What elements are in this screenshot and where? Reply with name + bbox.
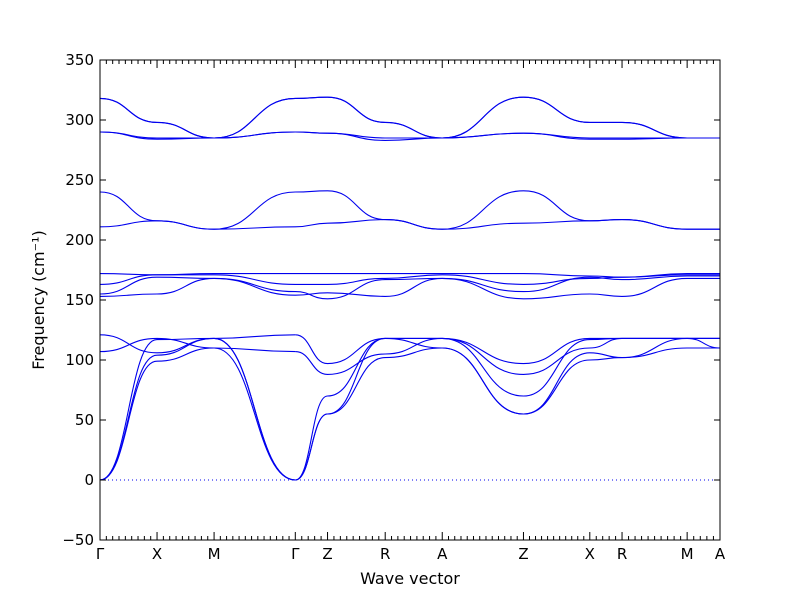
x-tick-label: X [585,545,595,563]
q-point-minor-ticks [105,60,714,540]
y-tick-label: 200 [65,231,94,249]
axis-ticks [99,59,721,541]
y-tick-label: 300 [65,111,94,129]
x-axis-label: Wave vector [360,569,460,588]
band-18 [99,131,720,139]
x-tick-label: A [715,545,726,563]
band-12 [99,275,720,300]
band-7 [295,337,720,481]
band-16 [99,190,720,230]
band-14 [99,273,721,278]
band-2 [99,337,296,481]
x-tick-label: M [208,545,221,563]
y-tick-label: 350 [65,51,94,69]
y-tick-labels: −50 0 50 100 150 200 250 300 350 [62,51,94,549]
y-tick-label: 150 [65,291,94,309]
plot-frame [99,59,721,541]
y-axis-label: Frequency (cm⁻¹) [29,230,48,369]
band-8 [295,337,720,481]
y-tick-label: 0 [84,471,94,489]
y-tick-label: −50 [62,531,94,549]
band-6 [295,347,720,481]
band-11 [99,277,720,300]
x-tick-label: X [152,545,162,563]
x-tick-label: Z [322,545,332,563]
y-tick-label: 250 [65,171,94,189]
y-tick-label: 50 [75,411,94,429]
band-5 [99,334,296,354]
band-15 [99,219,720,230]
band-17 [99,131,720,141]
band-10 [295,334,720,365]
x-tick-label: Z [518,545,528,563]
x-tick-label: M [681,545,694,563]
band-1 [99,347,296,481]
band-lines [99,96,721,481]
y-tick-label: 100 [65,351,94,369]
x-tick-label: R [380,545,390,563]
x-tick-label: R [617,545,627,563]
band-20 [99,96,720,139]
x-tick-label: Γ [291,545,300,563]
x-tick-label: Γ [96,545,105,563]
x-tick-label: A [437,545,448,563]
band-3 [99,337,296,481]
band-19 [99,96,720,139]
